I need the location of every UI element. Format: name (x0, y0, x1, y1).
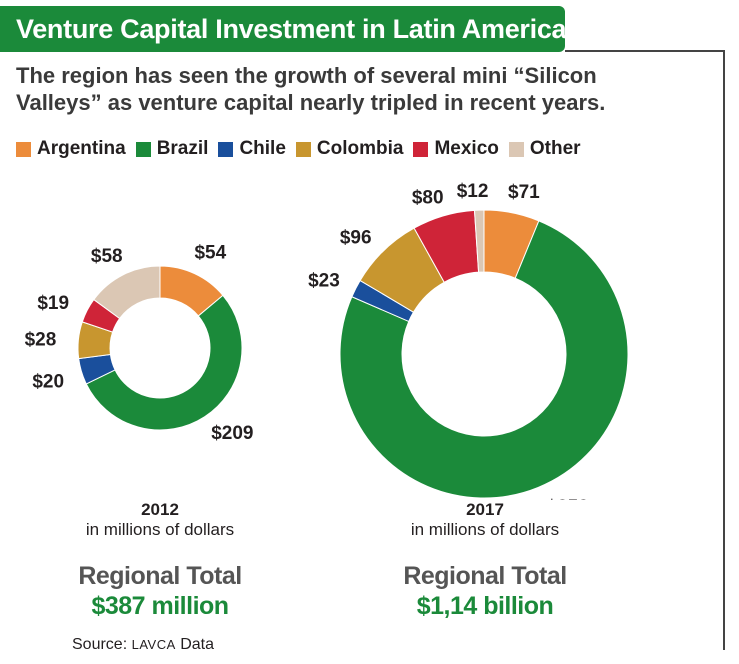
frame-line-right (723, 50, 725, 650)
legend-item-mexico: Mexico (413, 138, 499, 160)
donut-2017: $71 $859 $23 $96 $80 $12 (308, 181, 629, 500)
legend-item-brazil: Brazil (135, 138, 209, 160)
total-value-2012: $387 million (91, 592, 229, 620)
legend-swatch-brazil (135, 141, 151, 157)
slice-2012-other (93, 265, 161, 320)
value-label-2012-mexico: $19 (37, 293, 69, 314)
legend-label-colombia: Colombia (316, 138, 404, 159)
legend-item-colombia: Colombia (295, 138, 404, 160)
source-note: Source: LAVCA Data (72, 636, 214, 654)
unit-label-2017: in millions of dollars (410, 520, 560, 539)
value-label-2012-other: $58 (91, 246, 123, 267)
year-block-2017: 2017 in millions of dollars (385, 500, 585, 540)
legend-swatch-argentina (16, 141, 31, 157)
chart-title: Venture Capital Investment in Latin Amer… (16, 14, 567, 44)
donut-2012: $54 $209 $20 $28 $19 $58 (25, 242, 254, 444)
chart-subtitle: The region has seen the growth of severa… (16, 63, 606, 115)
value-label-2017-colombia: $96 (340, 227, 372, 248)
legend-label-other: Other (529, 138, 581, 159)
legend-label-mexico: Mexico (434, 138, 499, 159)
legend-label-brazil: Brazil (156, 138, 209, 159)
legend-swatch-colombia (295, 141, 311, 157)
value-label-2017-argentina: $71 (508, 182, 540, 203)
legend-swatch-mexico (413, 141, 429, 157)
value-label-2012-chile: $20 (32, 372, 64, 393)
value-label-2017-other: $12 (457, 181, 489, 202)
legend-label-argentina: Argentina (37, 138, 126, 159)
value-label-2012-colombia: $28 (25, 329, 57, 350)
frame-line-top (565, 50, 725, 52)
year-label-2017: 2017 (466, 500, 504, 519)
source-prefix: Source: (72, 636, 132, 653)
value-label-2012-brazil: $209 (211, 423, 253, 444)
title-bar: Venture Capital Investment in Latin Amer… (0, 6, 567, 52)
legend-swatch-chile (218, 141, 234, 157)
legend-item-argentina: Argentina (16, 138, 126, 160)
legend-swatch-other (508, 141, 524, 157)
value-label-2017-chile: $23 (308, 270, 340, 291)
slice-2017-other (473, 209, 485, 273)
donut-charts: $54 $209 $20 $28 $19 $58 $71 $859 $23 $96 $80 $12 (25, 181, 629, 500)
year-block-2012: 2012 in millions of dollars (60, 500, 260, 540)
legend-item-chile: Chile (218, 138, 286, 160)
value-label-2017-brazil: $859 (547, 497, 589, 500)
total-label-2017: Regional Total (403, 562, 567, 590)
slice-2012-brazil (85, 294, 243, 431)
total-value-2017: $1,14 billion (416, 592, 554, 620)
source-brand: LAVCA (131, 637, 176, 652)
unit-label-2012: in millions of dollars (85, 520, 235, 539)
slice-2017-brazil (339, 220, 629, 499)
value-label-2017-mexico: $80 (412, 188, 444, 209)
legend: Argentina Brazil Chile Colombia Mexico O… (16, 136, 591, 162)
legend-label-chile: Chile (239, 138, 286, 159)
legend-item-other: Other (508, 138, 581, 160)
source-suffix: Data (175, 636, 215, 653)
value-label-2012-argentina: $54 (194, 242, 226, 263)
total-label-2012: Regional Total (78, 562, 242, 590)
year-label-2012: 2012 (141, 500, 179, 519)
